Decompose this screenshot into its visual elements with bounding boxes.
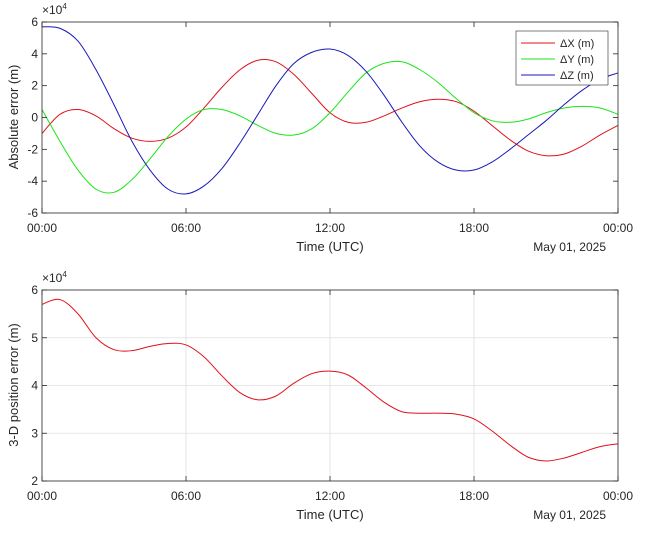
y-tick-label: 0 xyxy=(31,111,38,125)
x-tick-label: 18:00 xyxy=(459,221,489,235)
y-axis-label: 3-D position error (m) xyxy=(6,323,21,447)
y-tick-label: 5 xyxy=(31,331,38,345)
y-tick-label: 6 xyxy=(31,283,38,297)
date-label: May 01, 2025 xyxy=(533,508,606,522)
y-tick-label: -2 xyxy=(27,142,38,156)
y-exponent-label: ×104 xyxy=(42,270,67,285)
x-tick-label: 00:00 xyxy=(27,221,57,235)
y-tick-label: 2 xyxy=(31,79,38,93)
y-tick-label: -4 xyxy=(27,174,38,188)
x-tick-label: 00:00 xyxy=(603,221,633,235)
series-line-0 xyxy=(41,298,619,462)
y-tick-label: 4 xyxy=(31,47,38,61)
legend: ΔX (m) ΔY (m) ΔZ (m) xyxy=(515,30,609,86)
series-line-2 xyxy=(41,26,619,195)
y-axis-label: Absolute error (m) xyxy=(6,65,21,170)
x-tick-label: 12:00 xyxy=(315,489,345,503)
y-tick-label: 4 xyxy=(31,379,38,393)
y-tick-label: -6 xyxy=(27,206,38,220)
x-tick-label: 06:00 xyxy=(171,489,201,503)
legend-box xyxy=(515,30,609,86)
x-axis-label: Time (UTC) xyxy=(296,239,363,254)
legend-label-2: ΔZ (m) xyxy=(560,70,594,82)
y-tick-label: 3 xyxy=(31,426,38,440)
x-tick-label: 12:00 xyxy=(315,221,345,235)
legend-label-1: ΔY (m) xyxy=(560,54,594,66)
series-line-1 xyxy=(41,60,619,194)
x-axis-label: Time (UTC) xyxy=(296,507,363,522)
y-tick-label: 2 xyxy=(31,474,38,488)
series-lines xyxy=(41,298,619,462)
y-exponent-label: ×104 xyxy=(42,2,67,17)
x-tick-label: 06:00 xyxy=(171,221,201,235)
series-lines xyxy=(41,26,619,195)
y-tick-label: 6 xyxy=(31,15,38,29)
date-label: May 01, 2025 xyxy=(533,240,606,254)
legend-label-0: ΔX (m) xyxy=(560,38,594,50)
x-tick-label: 18:00 xyxy=(459,489,489,503)
x-tick-label: 00:00 xyxy=(603,489,633,503)
x-tick-label: 00:00 xyxy=(27,489,57,503)
